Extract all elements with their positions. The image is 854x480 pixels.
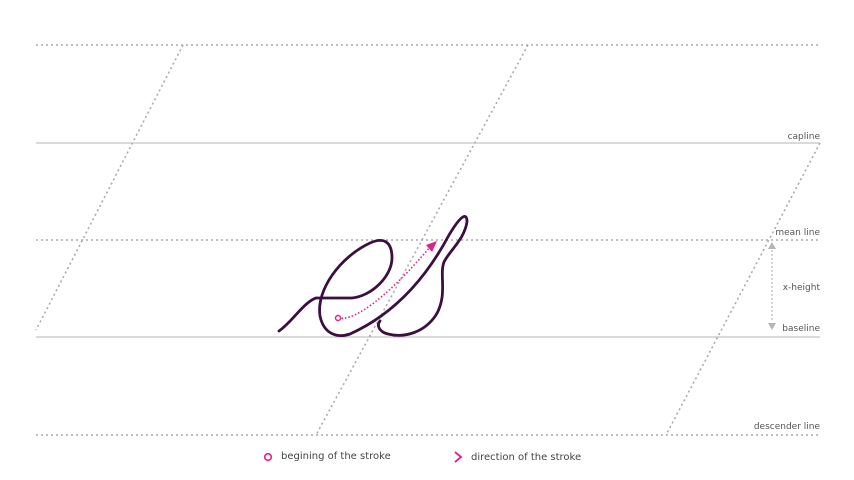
circle-icon xyxy=(263,452,273,461)
x-height-measure-arrow xyxy=(768,242,776,330)
chevron-right-icon xyxy=(454,451,463,463)
legend-direction-label: direction of the stroke xyxy=(471,451,582,463)
legend-start-label: begining of the stroke xyxy=(281,451,391,462)
slant-guide xyxy=(35,44,184,331)
letter-stroke xyxy=(277,215,469,337)
direction-guide-path xyxy=(337,246,431,320)
capline-label: capline xyxy=(788,132,821,142)
stroke-start-icon xyxy=(334,314,342,322)
baseline-label: baseline xyxy=(782,324,820,334)
legend-item-start: begining of the stroke xyxy=(263,451,391,462)
slant-guide xyxy=(315,44,529,436)
legend-item-direction: direction of the stroke xyxy=(453,451,581,463)
legend: begining of the stroke direction of the … xyxy=(0,451,854,469)
slant-guide xyxy=(665,142,821,436)
x-height-label: x-height xyxy=(783,283,821,293)
mean-line-label: mean line xyxy=(775,228,820,238)
descender-line-label: descender line xyxy=(754,422,821,432)
direction-arrow-icon xyxy=(426,241,437,252)
